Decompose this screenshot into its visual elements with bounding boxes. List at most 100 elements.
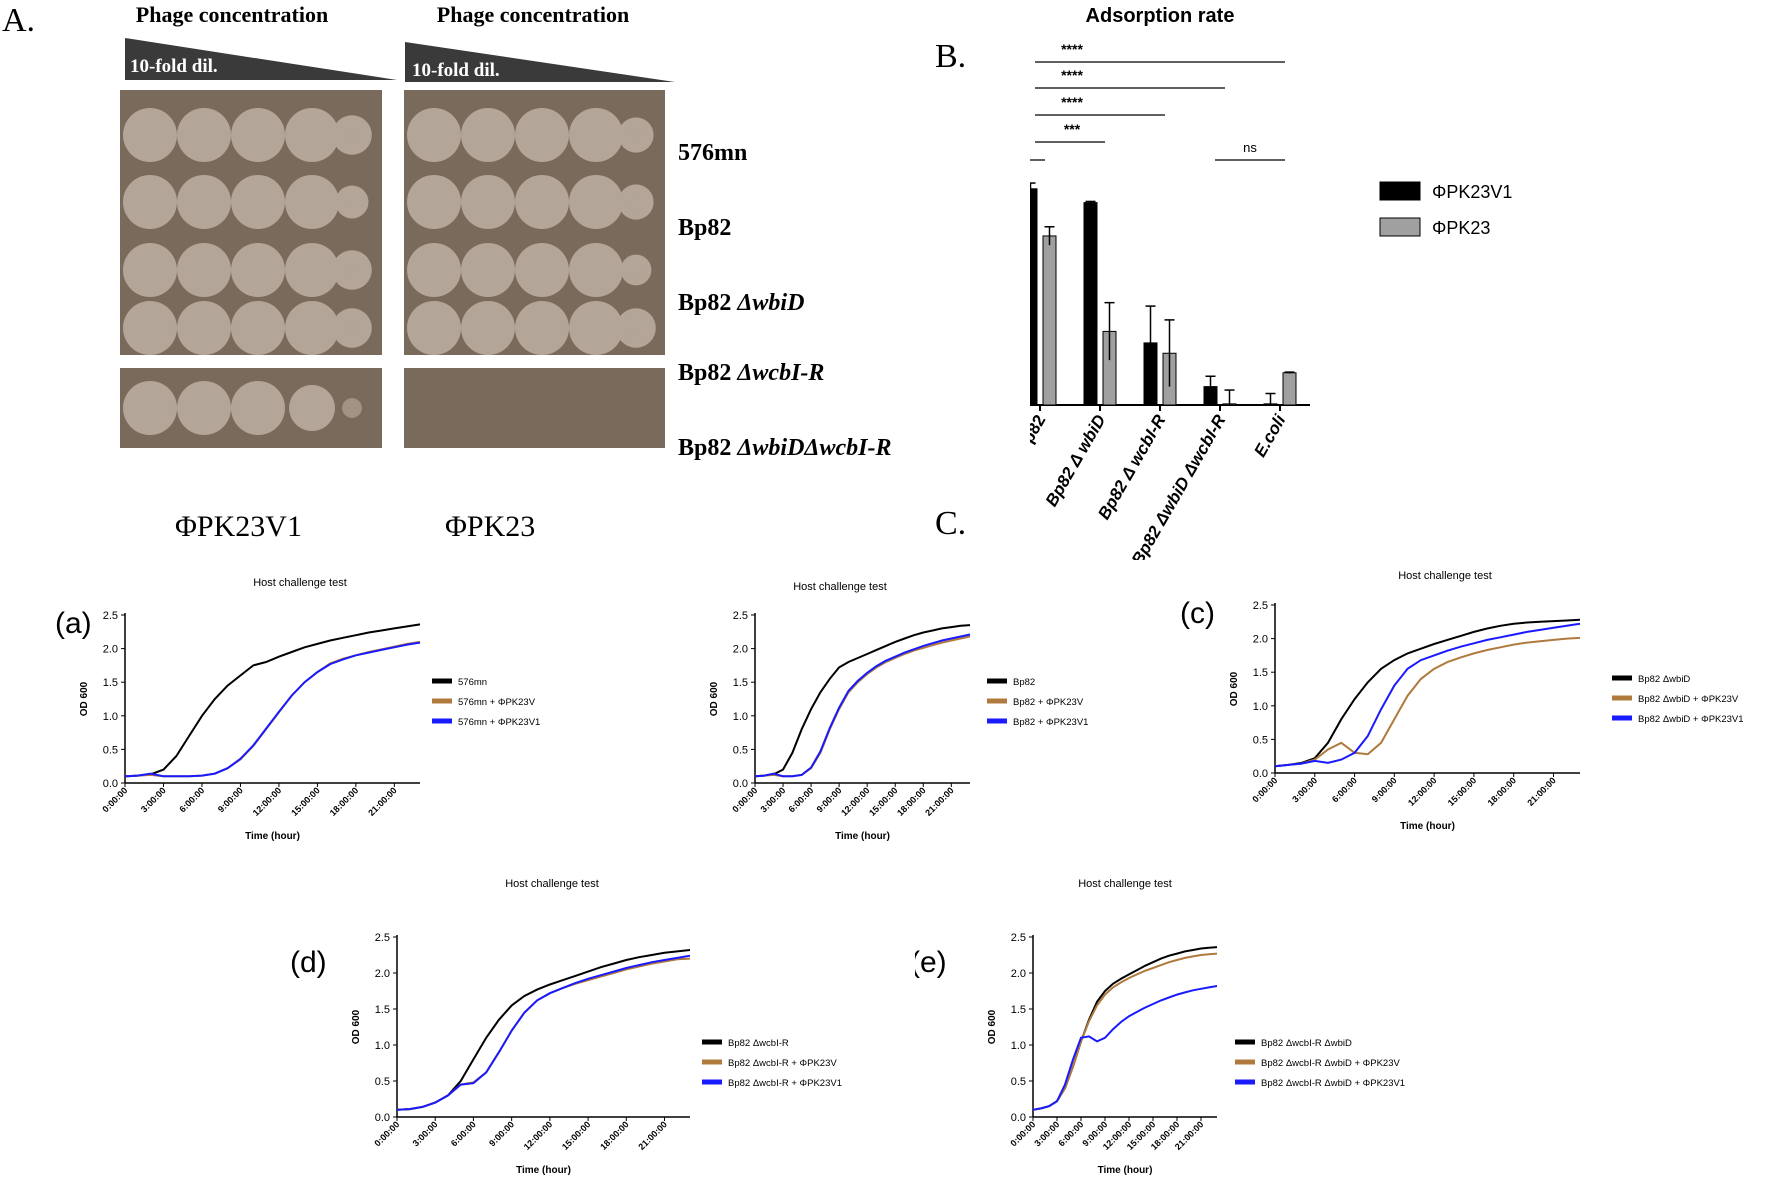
plaque-spot-right-3-3 [569, 301, 623, 355]
spot-assay-plates [120, 90, 665, 448]
plaque-spot-left-0-0 [123, 108, 177, 162]
y-tick-label-2-4: 2.0 [1253, 634, 1268, 646]
y-tick-label-1-4: 2.0 [733, 644, 748, 656]
dilution-label-left: 10-fold dil. [130, 56, 218, 77]
sig-label-1: *** [1064, 121, 1081, 137]
y-tick-label-3-4: 2.0 [375, 968, 390, 980]
plaque-spot-left-4-0 [123, 381, 177, 435]
panel-c-letter: C. [935, 505, 967, 542]
y-tick-label-4-3: 1.5 [1011, 1004, 1026, 1016]
series-line-1-2 [754, 633, 971, 778]
plaque-spot-left-4-3 [289, 385, 335, 431]
x-tick-label-1-1: 3:00:00 [758, 785, 787, 814]
x-axis-label-2: Time (hour) [1400, 821, 1455, 832]
panel-label-0: (a) [55, 607, 92, 640]
bar-0-1 [1030, 188, 1038, 406]
plaque-spot-left-3-1 [177, 301, 231, 355]
legend-label-2-2: Bp82 ΔwbiD + ΦPK23V1 [1638, 714, 1744, 725]
y-tick-label-1-5: 2.5 [733, 610, 748, 622]
x-tick-label-1-4: 12:00:00 [839, 785, 872, 818]
dilution-label-right: 10-fold dil. [412, 60, 500, 81]
legend-swatch-0 [1379, 181, 1421, 201]
panel-label-3: (d) [290, 946, 327, 979]
y-tick-label-1-0: 0.0 [733, 778, 748, 790]
x-tick-label-0-5: 15:00:00 [289, 785, 322, 818]
chart-title-2: Host challenge test [1398, 570, 1492, 582]
x-tick-label-0-1: 3:00:00 [139, 785, 168, 814]
plaque-spot-right-2-3 [569, 243, 623, 297]
legend-label-4-0: Bp82 ΔwcbI-R ΔwbiD [1261, 1038, 1352, 1049]
bar-1-5 [1282, 372, 1297, 406]
x-tick-label-0-4: 12:00:00 [251, 785, 284, 818]
plate-3 [404, 368, 665, 448]
plaque-spot-right-0-5 [629, 128, 643, 142]
series-line-0-0 [124, 623, 421, 778]
legend-label-3-0: Bp82 ΔwcbI-R [728, 1038, 789, 1049]
series-line-4-2 [1032, 985, 1218, 1111]
plaque-spot-left-1-0 [123, 175, 177, 229]
x-tick-label-0-3: 9:00:00 [216, 785, 245, 814]
x-tick-label-4-1: 3:00:00 [1032, 1119, 1061, 1148]
y-tick-label-2-1: 0.5 [1253, 734, 1268, 746]
plaque-spot-left-1-1 [177, 175, 231, 229]
y-tick-label-1-1: 0.5 [733, 744, 748, 756]
sig-label-4: **** [1061, 41, 1083, 57]
x-tick-label-1: Bp82 [1030, 412, 1049, 458]
series-line-3-0 [396, 949, 691, 1111]
plaque-spot-left-0-2 [231, 108, 285, 162]
host-challenge-chart-e: Host challenge test (e) 0.0 0.5 1.0 1.5 2.0 2.5… [915, 878, 1405, 1176]
phage-label-left: ΦPK23V1 [175, 510, 302, 543]
strain-label-576mn: 576mn [678, 140, 748, 166]
chart-title-3: Host challenge test [505, 878, 599, 890]
series-line-3-2 [396, 954, 691, 1111]
plaque-spot-left-2-1 [177, 243, 231, 297]
x-tick-label-1-6: 18:00:00 [895, 785, 928, 818]
series-line-0-1 [124, 640, 421, 778]
plaque-spot-right-0-0 [407, 108, 461, 162]
plaque-spot-right-3-1 [461, 301, 515, 355]
strain-label-bp82-wcbi-r: Bp82 ΔwcbI-R [678, 360, 825, 386]
y-tick-label-2-0: 0.0 [1253, 768, 1268, 780]
x-tick-label-0-2: 6:00:00 [177, 785, 206, 814]
plaque-spot-right-2-5 [629, 263, 643, 277]
plaque-spot-left-2-5 [344, 262, 360, 278]
plaque-spot-left-3-3 [285, 301, 339, 355]
legend-label-0-2: 576mn + ΦPK23V1 [458, 717, 540, 728]
plaque-spot-left-2-0 [123, 243, 177, 297]
bar-0-2 [1083, 202, 1098, 406]
plaque-spot-right-0-2 [515, 108, 569, 162]
series-line-4-1 [1032, 952, 1218, 1111]
legend-label-2-0: Bp82 ΔwbiD [1638, 674, 1690, 685]
panel-b-letter: B. [935, 38, 967, 75]
plaque-spot-right-0-1 [461, 108, 515, 162]
plaque-spot-right-1-0 [407, 175, 461, 229]
series-line-0-2 [124, 641, 421, 778]
panel-a-letter: A. [2, 2, 36, 39]
legend-label-4-1: Bp82 ΔwcbI-R ΔwbiD + ΦPK23V [1261, 1058, 1400, 1069]
legend-label-4-2: Bp82 ΔwcbI-R ΔwbiD + ΦPK23V1 [1261, 1078, 1405, 1089]
x-tick-label-2-2: 6:00:00 [1330, 775, 1359, 804]
y-axis-label-0: OD 600 [79, 681, 90, 716]
dilution-wedge-right [405, 42, 675, 82]
y-axis-label-2: OD 600 [1229, 671, 1240, 706]
legend-label-1-2: Bp82 + ΦPK23V1 [1013, 717, 1088, 728]
x-tick-label-3-1: 3:00:00 [411, 1119, 440, 1148]
plaque-spot-left-2-2 [231, 243, 285, 297]
plaque-spot-right-0-3 [569, 108, 623, 162]
plaque-spot-right-1-2 [515, 175, 569, 229]
host-challenge-chart-c: Host challenge test (c) 0.0 0.5 1.0 1.5 2.0 2.5… [1180, 570, 1744, 832]
plaque-spot-left-0-3 [285, 108, 339, 162]
plaque-spot-left-1-2 [231, 175, 285, 229]
concentration-title-left: Phage concentration [135, 2, 329, 27]
y-tick-label-4-0: 0.0 [1011, 1112, 1026, 1124]
plaque-spot-left-1-3 [285, 175, 339, 229]
plaque-spot-right-1-5 [629, 195, 643, 209]
y-tick-label-1-2: 1.0 [733, 711, 748, 723]
y-axis-label-1: OD 600 [709, 681, 720, 716]
y-tick-label-0-0: 0.0 [103, 778, 118, 790]
plaque-spot-left-4-2 [231, 381, 285, 435]
y-tick-label-2-5: 2.5 [1253, 600, 1268, 612]
x-tick-label-0-6: 18:00:00 [328, 785, 361, 818]
x-tick-label-3-3: 9:00:00 [487, 1119, 516, 1148]
plaque-spot-right-2-2 [515, 243, 569, 297]
